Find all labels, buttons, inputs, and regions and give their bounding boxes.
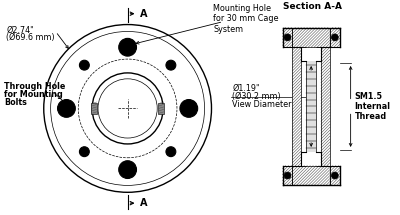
Bar: [282, 28, 292, 47]
Bar: [306, 61, 316, 152]
Bar: [282, 166, 292, 185]
Text: Ø2.74": Ø2.74": [6, 26, 34, 35]
Bar: [282, 166, 292, 185]
Bar: [158, 103, 164, 114]
Bar: [292, 47, 301, 166]
Text: Ø1.19": Ø1.19": [232, 84, 260, 93]
Bar: [91, 103, 97, 114]
Text: A: A: [140, 9, 147, 19]
Circle shape: [284, 34, 291, 41]
Circle shape: [83, 150, 86, 153]
Text: Section A-A: Section A-A: [283, 2, 342, 11]
Bar: [330, 166, 340, 185]
Circle shape: [80, 60, 89, 70]
Circle shape: [119, 161, 136, 178]
Text: for Mounting: for Mounting: [4, 90, 63, 99]
Circle shape: [331, 172, 338, 179]
Text: A: A: [140, 198, 147, 208]
Bar: [330, 28, 340, 47]
Circle shape: [180, 100, 198, 117]
Circle shape: [58, 100, 75, 117]
Circle shape: [119, 38, 136, 56]
Bar: [330, 166, 340, 185]
Bar: [330, 28, 340, 47]
Bar: [292, 166, 330, 185]
Circle shape: [284, 172, 291, 179]
Text: Through Hole: Through Hole: [4, 82, 66, 91]
Circle shape: [331, 34, 338, 41]
Text: (Ø30.2 mm): (Ø30.2 mm): [232, 92, 281, 101]
Text: (Ø69.6 mm): (Ø69.6 mm): [6, 33, 55, 42]
Text: SM1.5
Internal
Thread: SM1.5 Internal Thread: [354, 92, 390, 121]
Text: Mounting Hole
for 30 mm Cage
System: Mounting Hole for 30 mm Cage System: [214, 4, 279, 34]
Circle shape: [80, 147, 89, 157]
Circle shape: [166, 60, 176, 70]
Bar: [292, 28, 330, 47]
Bar: [292, 166, 330, 185]
Bar: [292, 28, 330, 47]
Text: View Diameter: View Diameter: [232, 100, 292, 109]
Circle shape: [170, 150, 172, 153]
Circle shape: [166, 147, 176, 157]
Circle shape: [170, 64, 172, 66]
Circle shape: [83, 64, 86, 66]
Text: Bolts: Bolts: [4, 98, 27, 107]
Bar: [292, 47, 301, 166]
Bar: [321, 47, 330, 166]
Bar: [282, 28, 292, 47]
Bar: [321, 47, 330, 166]
